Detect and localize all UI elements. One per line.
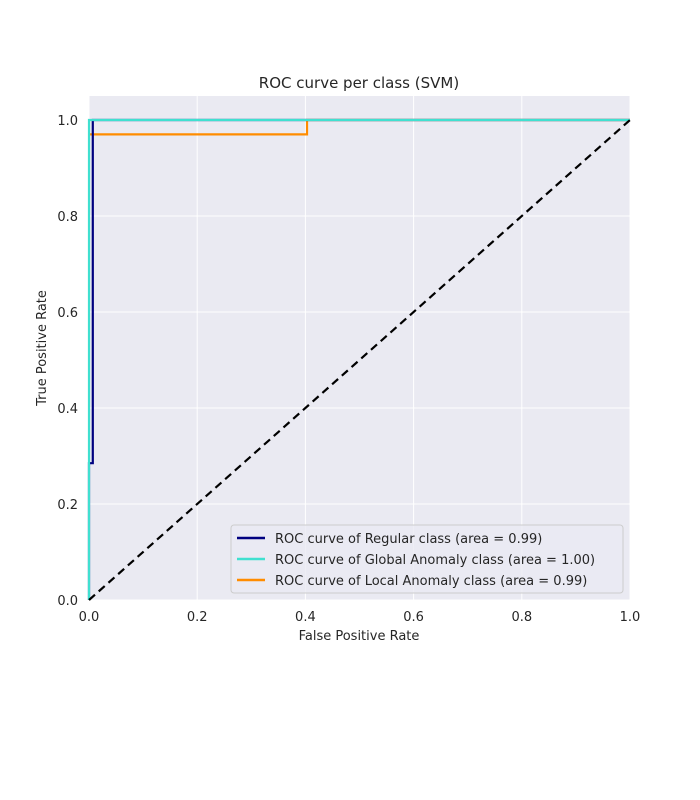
legend-entry: ROC curve of Local Anomaly class (area =…: [275, 574, 587, 589]
x-tick-label: 0.0: [79, 610, 100, 625]
y-tick-label: 0.2: [57, 498, 78, 513]
y-axis-label: True Positive Rate: [35, 290, 50, 407]
x-tick-label: 1.0: [620, 610, 641, 625]
legend-entry: ROC curve of Regular class (area = 0.99): [275, 532, 542, 547]
y-axis-ticks: 0.0 0.2 0.4 0.6 0.8 1.0: [57, 114, 78, 609]
y-tick-label: 1.0: [57, 114, 78, 129]
x-tick-label: 0.4: [295, 610, 316, 625]
y-tick-label: 0.6: [57, 306, 78, 321]
roc-series-line-1: [87, 118, 630, 600]
x-axis-ticks: 0.0 0.2 0.4 0.6 0.8 1.0: [79, 610, 641, 625]
series-lines: [87, 118, 631, 601]
y-tick-label: 0.4: [57, 402, 78, 417]
y-tick-label: 0.8: [57, 210, 78, 225]
x-tick-label: 0.8: [511, 610, 532, 625]
plot-area: [89, 96, 630, 600]
legend: ROC curve of Regular class (area = 0.99)…: [230, 524, 624, 594]
chart-title: ROC curve per class (SVM): [259, 74, 459, 92]
y-tick-label: 0.0: [57, 594, 78, 609]
plot-background: [89, 96, 630, 600]
chance-diagonal-line: [88, 119, 631, 601]
x-tick-label: 0.2: [187, 610, 208, 625]
legend-box: [230, 524, 624, 594]
x-axis-label: False Positive Rate: [299, 629, 420, 644]
legend-entry: ROC curve of Global Anomaly class (area …: [275, 553, 595, 568]
x-tick-label: 0.6: [403, 610, 424, 625]
